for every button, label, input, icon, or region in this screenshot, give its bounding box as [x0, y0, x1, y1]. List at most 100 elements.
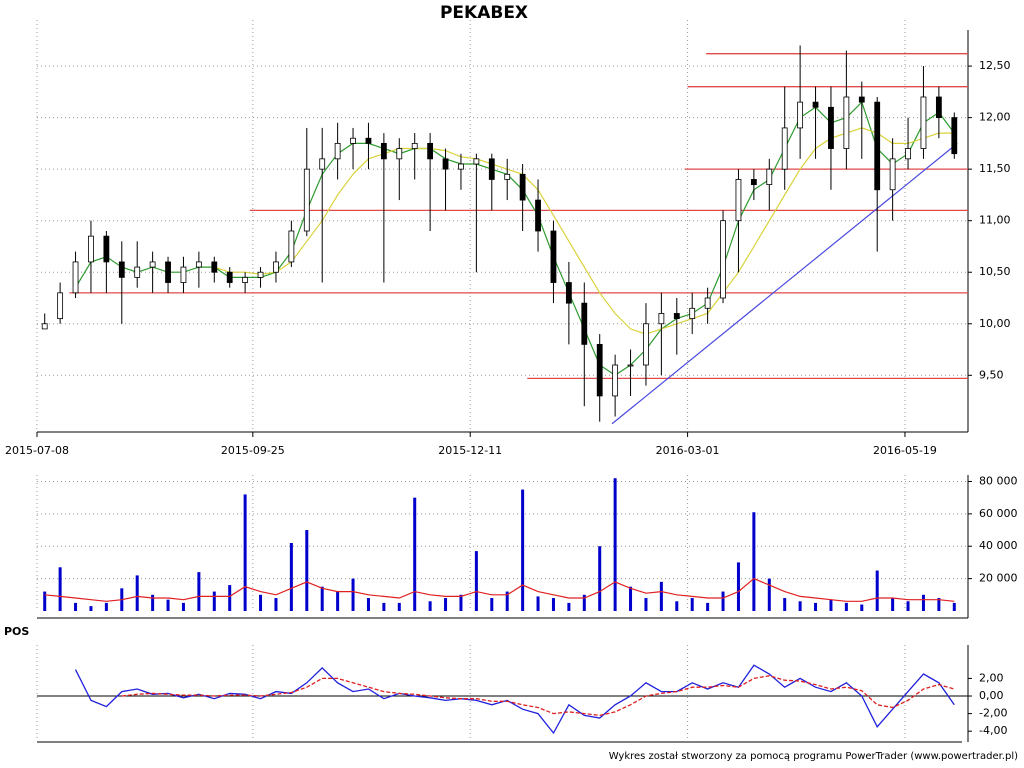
footer: Wykres został stworzony za pomocą progra… [609, 751, 1018, 762]
candle-body [951, 117, 958, 155]
volume-bar [181, 602, 185, 611]
candle-body [889, 158, 896, 191]
candle-body [658, 313, 665, 325]
volume-bar [644, 598, 648, 611]
candle-body [519, 173, 526, 201]
candle-body [211, 261, 218, 273]
volume-bar [814, 602, 818, 611]
candle-body [535, 199, 541, 232]
candle-body [226, 271, 233, 283]
candle-body [766, 168, 773, 186]
candle-body [797, 101, 804, 129]
volume-bar [937, 598, 941, 611]
volume-bar [228, 585, 232, 611]
volume-bar [274, 598, 278, 611]
y-tick-label: 11,00 [979, 214, 1011, 227]
candle-body [165, 261, 171, 283]
volume-bar [197, 572, 201, 611]
x-tick-label: 2016-03-01 [656, 444, 720, 457]
volume-bar [629, 586, 633, 611]
y-tick-label: 10,00 [979, 317, 1011, 330]
volume-bar [690, 598, 694, 611]
y-tick-label: 80 000 [979, 474, 1018, 487]
x-tick-label: 2015-12-11 [438, 444, 502, 457]
volume-bar [736, 562, 740, 611]
x-tick-label: 2016-05-19 [873, 444, 937, 457]
candle-body [781, 127, 788, 170]
candle-body [750, 179, 757, 186]
volume-bar [336, 591, 340, 611]
candle-body [488, 158, 495, 180]
candle-body [427, 142, 434, 160]
volume-bar [135, 575, 139, 611]
volume-bar [798, 601, 802, 611]
candle-body [720, 220, 726, 299]
volume-bar [598, 546, 602, 611]
volume-bar [459, 594, 463, 611]
y-tick-label: 2,00 [979, 671, 1004, 684]
candle-body [273, 261, 279, 273]
y-tick-label: 60 000 [979, 507, 1018, 520]
y-tick-label: 20 000 [979, 572, 1018, 585]
x-tick-label: 2015-07-08 [5, 444, 69, 457]
candle-body [195, 261, 202, 268]
volume-bar [921, 594, 925, 611]
y-tick-label: 0,00 [979, 689, 1004, 702]
candle-body [858, 96, 865, 103]
candle-body [288, 230, 295, 263]
volume-bar [89, 606, 93, 611]
volume-bar [43, 591, 47, 611]
candle-body [411, 142, 418, 149]
candle-body [920, 96, 927, 149]
y-tick-label: 10,50 [979, 265, 1011, 278]
candle-body [319, 158, 326, 170]
candle-body [118, 261, 125, 278]
volume-bar [521, 489, 525, 611]
candle-body [473, 158, 480, 165]
volume-bar [844, 602, 848, 611]
candle-body [581, 302, 588, 345]
volume-bar [366, 598, 370, 611]
candle-body [704, 297, 711, 309]
volume-bar [567, 602, 571, 611]
candle-body [103, 235, 110, 263]
candle-body [365, 137, 372, 144]
candle-body [905, 148, 911, 160]
candle-body [550, 230, 557, 283]
volume-bar [289, 543, 293, 611]
volume-bar [212, 591, 216, 611]
volume-bar [505, 591, 509, 611]
candle-body [627, 364, 634, 367]
panel-title: POS [4, 625, 29, 638]
volume-bar [613, 478, 617, 611]
volume-bar [104, 602, 108, 611]
volume-bar [151, 594, 155, 611]
volume-bar [474, 551, 478, 611]
candle-body [843, 96, 850, 149]
y-tick-label: 9,50 [979, 368, 1004, 381]
y-tick-label: 40 000 [979, 539, 1018, 552]
y-tick-label: 12,50 [979, 59, 1011, 72]
volume-bar [536, 596, 540, 611]
volume-bar [428, 601, 432, 611]
volume-bar [320, 586, 324, 611]
volume-bar [875, 570, 879, 611]
y-tick-label: -2,00 [979, 707, 1007, 720]
candle-body [812, 101, 819, 108]
volume-bar [413, 497, 417, 611]
candle-body [504, 173, 511, 180]
volume-bar [675, 601, 679, 611]
candle-body [41, 323, 48, 330]
candle-body [149, 261, 156, 268]
volume-bar [752, 512, 756, 611]
volume-bar [721, 591, 725, 611]
candle-body [350, 137, 356, 144]
candle-body [380, 142, 387, 160]
volume-average [44, 577, 955, 602]
candle-body [134, 266, 141, 278]
pos-line [121, 675, 955, 717]
candle-body [180, 266, 187, 283]
volume-bar [305, 530, 309, 611]
volume-bar [243, 494, 247, 611]
